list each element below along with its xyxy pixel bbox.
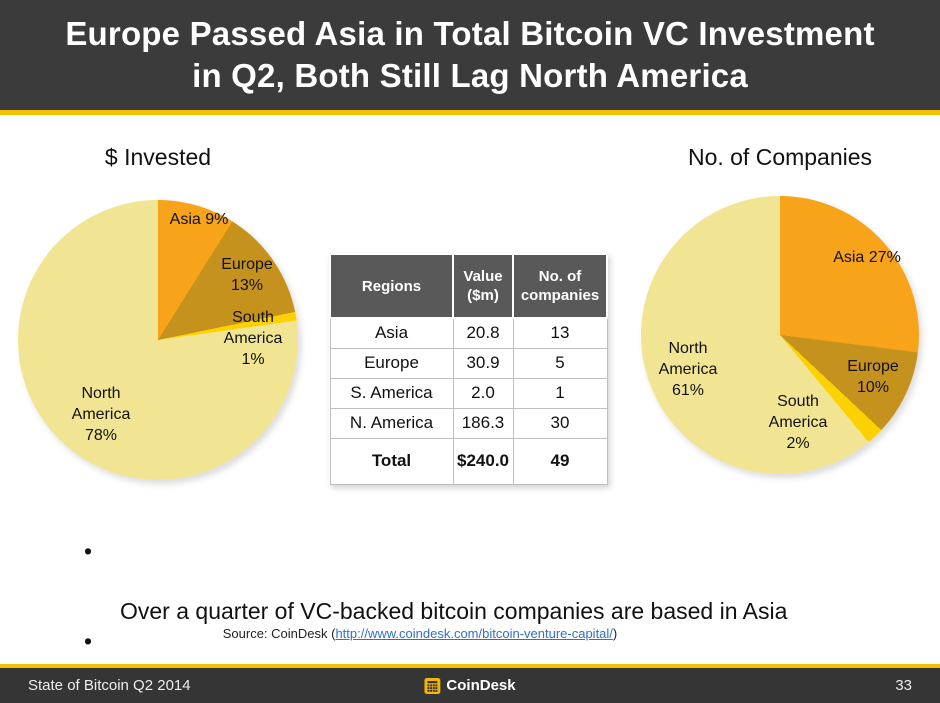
bullet-item: • Over a quarter of VC-backed bitcoin co… xyxy=(80,536,910,626)
table-header-companies: No. of companies xyxy=(512,253,608,319)
pie1-label-north-america: North America 78% xyxy=(71,385,131,444)
pie2-label-north-america: North America 61% xyxy=(658,340,718,399)
cell-total-value: $240.0 xyxy=(452,437,514,485)
pie2-label-south-america: South America 2% xyxy=(768,393,828,452)
chart-title-companies: No. of Companies xyxy=(687,144,873,170)
bullet-icon: • xyxy=(84,628,93,654)
pie1-label-south-america: South America 1% xyxy=(223,309,283,368)
bullet-text: Over a quarter of VC-backed bitcoin comp… xyxy=(120,598,788,624)
source-line: Source: CoinDesk (http://www.coindesk.co… xyxy=(0,626,840,641)
pie1-label-europe: Europe 13% xyxy=(221,256,273,294)
table-row: Asia 20.8 13 xyxy=(329,317,608,349)
footer-brand: CoinDesk xyxy=(424,677,516,694)
table-header-row: Regions Value ($m) No. of companies xyxy=(329,253,608,319)
cell-count: 1 xyxy=(512,377,608,409)
pie1-label-asia: Asia 9% xyxy=(169,211,229,228)
cell-value: 186.3 xyxy=(452,407,514,439)
pie-chart-invested xyxy=(18,200,298,480)
pie2-label-asia: Asia 27% xyxy=(833,249,901,266)
table-row: Europe 30.9 5 xyxy=(329,347,608,379)
coindesk-logo-icon xyxy=(424,677,441,694)
cell-region: Asia xyxy=(329,317,454,349)
cell-count: 30 xyxy=(512,407,608,439)
pie-chart-companies xyxy=(641,196,919,474)
footer-page-number: 33 xyxy=(895,677,912,694)
footer-deck-title: State of Bitcoin Q2 2014 xyxy=(28,677,191,694)
cell-region: S. America xyxy=(329,377,454,409)
chart-title-invested: $ Invested xyxy=(104,144,212,170)
cell-count: 13 xyxy=(512,317,608,349)
regions-table: Regions Value ($m) No. of companies Asia… xyxy=(329,253,608,485)
cell-value: 20.8 xyxy=(452,317,514,349)
table-total-row: Total $240.0 49 xyxy=(329,437,608,485)
table-header-value: Value ($m) xyxy=(452,253,514,319)
source-suffix: ) xyxy=(612,626,618,641)
footer-brand-name: CoinDesk xyxy=(446,677,516,694)
cell-total-label: Total xyxy=(329,437,454,485)
bullet-icon: • xyxy=(84,538,93,564)
table-header-regions: Regions xyxy=(329,253,454,319)
cell-count: 5 xyxy=(512,347,608,379)
slide-footer: State of Bitcoin Q2 2014 CoinDesk 33 xyxy=(0,664,940,703)
cell-region: Europe xyxy=(329,347,454,379)
slide-title: Europe Passed Asia in Total Bitcoin VC I… xyxy=(65,15,875,94)
cell-total-count: 49 xyxy=(512,437,608,485)
cell-value: 2.0 xyxy=(452,377,514,409)
slide-header: Europe Passed Asia in Total Bitcoin VC I… xyxy=(0,0,940,115)
source-link[interactable]: http://www.coindesk.com/bitcoin-venture-… xyxy=(335,626,613,641)
pie2-label-europe: Europe 10% xyxy=(847,358,899,396)
cell-value: 30.9 xyxy=(452,347,514,379)
table-row: N. America 186.3 30 xyxy=(329,407,608,439)
source-prefix: Source: CoinDesk ( xyxy=(222,626,336,641)
cell-region: N. America xyxy=(329,407,454,439)
table-row: S. America 2.0 1 xyxy=(329,377,608,409)
